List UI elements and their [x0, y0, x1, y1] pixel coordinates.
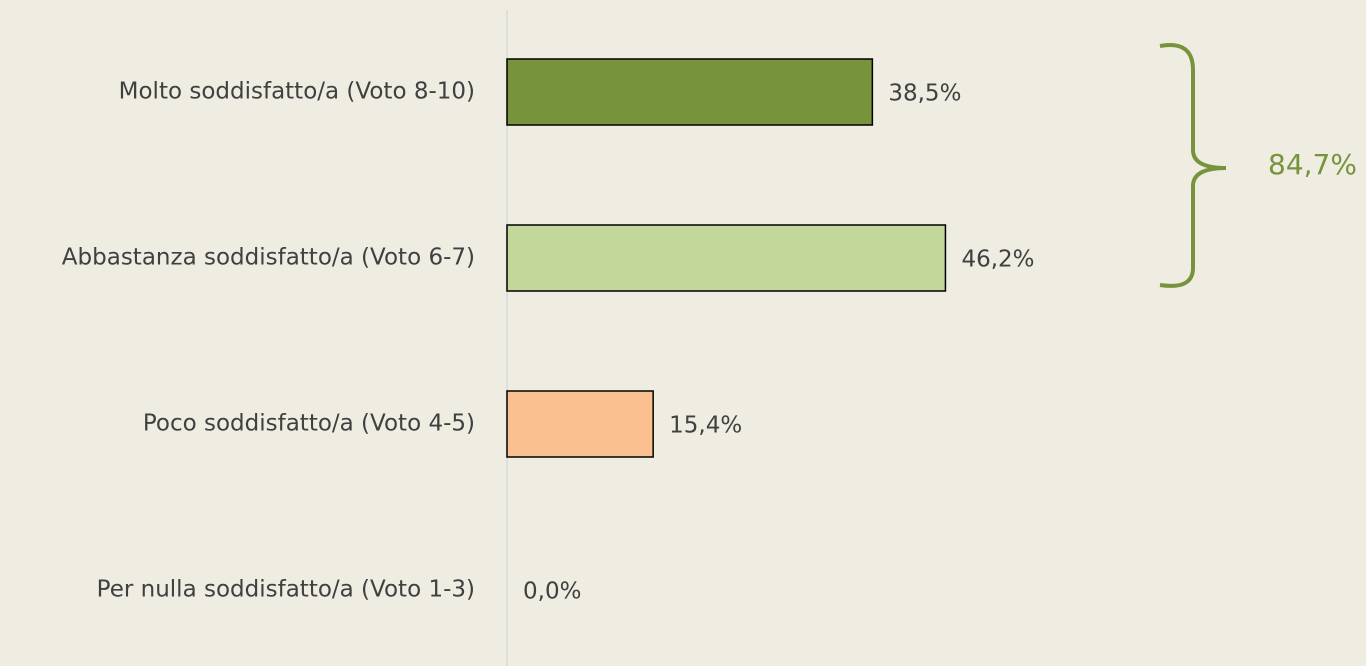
value-label: 38,5%: [888, 81, 961, 107]
category-label: Poco soddisfatto/a (Voto 4-5): [143, 411, 475, 437]
category-label: Abbastanza soddisfatto/a (Voto 6-7): [62, 245, 475, 271]
category-label: Per nulla soddisfatto/a (Voto 1-3): [97, 577, 475, 603]
value-label: 0,0%: [523, 579, 581, 605]
value-label: 46,2%: [961, 247, 1034, 273]
value-label: 15,4%: [669, 413, 742, 439]
bar: [506, 224, 947, 292]
bar: [506, 58, 874, 126]
bar: [506, 390, 654, 458]
category-label: Molto soddisfatto/a (Voto 8-10): [119, 79, 475, 105]
annotation: 84,7%: [1268, 148, 1357, 181]
bracket: [1159, 43, 1227, 288]
